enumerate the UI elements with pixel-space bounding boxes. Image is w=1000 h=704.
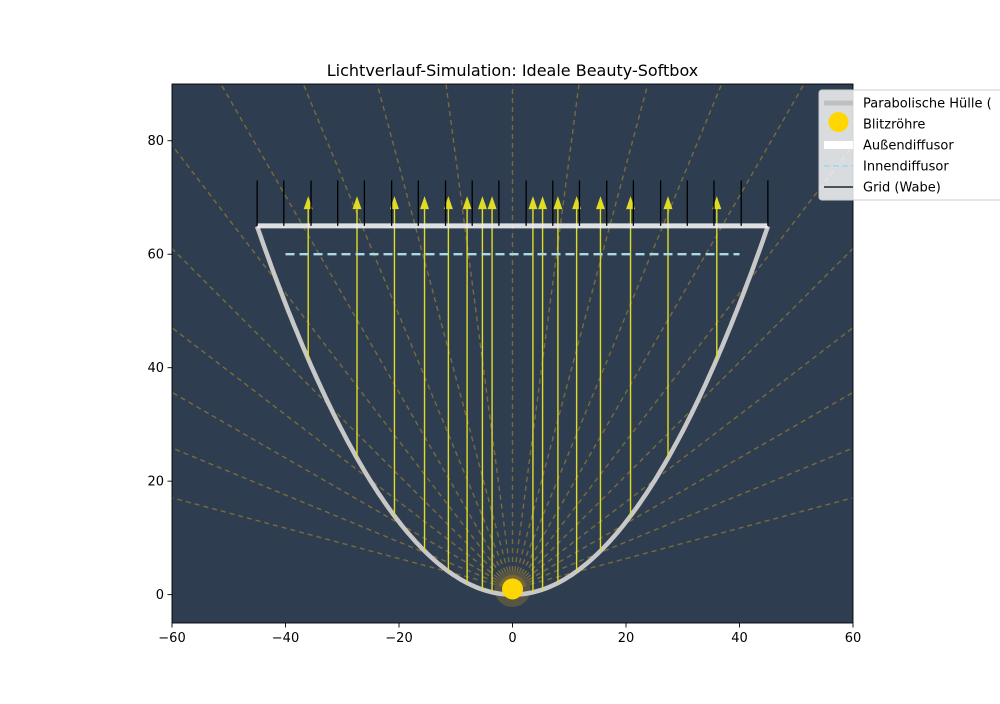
y-tick-label: 20 xyxy=(147,475,164,490)
x-tick-label: 60 xyxy=(845,631,862,646)
x-tick-label: 40 xyxy=(731,631,748,646)
x-tick-label: 0 xyxy=(508,631,516,646)
chart-title: Lichtverlauf-Simulation: Ideale Beauty-S… xyxy=(327,61,698,80)
x-tick-label: −20 xyxy=(385,631,412,646)
y-tick-label: 0 xyxy=(156,588,164,603)
legend: Parabolische Hülle ( Blitzröhre Außendiffu… xyxy=(819,90,1000,200)
legend-label: Parabolische Hülle ( xyxy=(863,97,992,112)
x-tick-label: −40 xyxy=(272,631,299,646)
flash-tube-dot xyxy=(502,578,523,599)
y-tick-label: 60 xyxy=(147,248,164,263)
legend-label: Grid (Wabe) xyxy=(863,181,941,196)
x-tick-label: −60 xyxy=(158,631,185,646)
y-tick-label: 40 xyxy=(147,361,164,376)
legend-label: Blitzröhre xyxy=(863,118,925,133)
x-tick-label: 20 xyxy=(618,631,635,646)
flash-layer xyxy=(502,578,523,599)
y-tick-label: 80 xyxy=(147,134,164,149)
legend-label: Innendiffusor xyxy=(863,160,949,175)
legend-label: Außendiffusor xyxy=(863,139,954,154)
legend-handle-dot xyxy=(829,112,849,132)
